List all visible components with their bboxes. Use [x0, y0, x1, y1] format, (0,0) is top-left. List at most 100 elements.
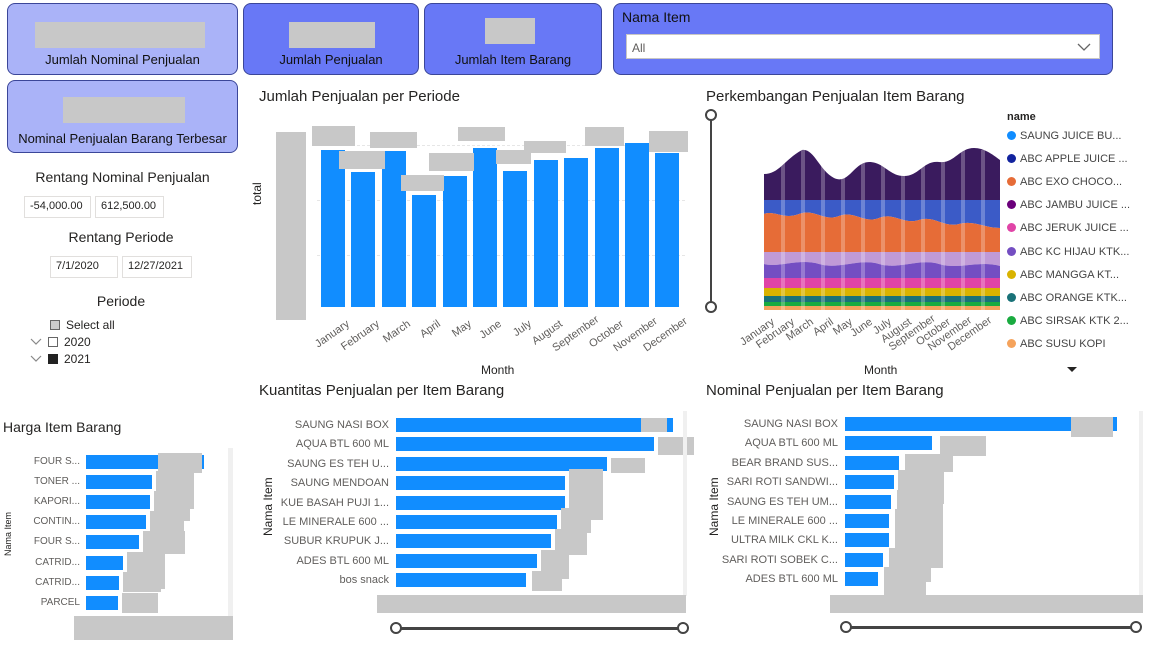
y-tick-label: ULTRA MILK CKL K...: [731, 534, 838, 547]
chart-bar: [86, 575, 120, 590]
legend-label: ABC SIRSAK KTK 2...: [1020, 314, 1129, 327]
card-jumlah-penjualan[interactable]: Jumlah Penjualan: [243, 3, 419, 75]
label-redacted: [158, 453, 202, 473]
legend-label: ABC EXO CHOCO...: [1020, 176, 1123, 189]
chart-bar: [86, 515, 147, 530]
nominal-zoom-handle-right[interactable]: [1130, 621, 1142, 633]
card-value-redacted: [289, 22, 375, 48]
label-redacted: [883, 567, 926, 598]
label-2021: 2021: [64, 352, 91, 366]
periode-select-all[interactable]: Select all: [50, 318, 115, 332]
chart-bar: [845, 494, 892, 509]
chart-periode-title: Jumlah Penjualan per Periode: [259, 88, 460, 105]
legend-item: ABC EXO CHOCO...: [1007, 176, 1122, 188]
chart-bar: [396, 573, 527, 588]
range-periode-start-input[interactable]: 7/1/2020: [50, 256, 118, 278]
nominal-vscroll[interactable]: [1139, 411, 1143, 596]
checkbox-2021[interactable]: [48, 354, 58, 364]
card-label: Nominal Penjualan Barang Terbesar: [18, 131, 227, 146]
legend-swatch: [1007, 223, 1016, 233]
nama-item-slicer: Nama Item All: [613, 3, 1113, 75]
label-redacted: [649, 131, 688, 152]
nominal-zoom-handle-left[interactable]: [840, 621, 852, 633]
legend-swatch: [1007, 315, 1016, 325]
chevron-down-icon[interactable]: [30, 337, 42, 346]
range-nominal-max-input[interactable]: 612,500.00: [95, 196, 164, 218]
legend-item: ABC ORANGE KTK...: [1007, 292, 1127, 304]
legend-item: ABC KC HIJAU KTK...: [1007, 246, 1129, 258]
card-value-redacted: [63, 97, 185, 123]
range-periode-end-input[interactable]: 12/27/2021: [122, 256, 192, 278]
chart-bar: [845, 533, 889, 548]
y-tick-label: FOUR S...: [33, 456, 80, 467]
y-tick-label: SUBUR KRUPUK J...: [283, 535, 389, 548]
y-tick-label: bos snack: [339, 574, 389, 587]
y-tick-label: KAPORI...: [33, 496, 80, 508]
nama-item-dropdown[interactable]: All: [626, 34, 1100, 59]
range-nominal-min-input[interactable]: -54,000.00: [24, 196, 91, 218]
card-jumlah-item[interactable]: Jumlah Item Barang: [424, 3, 602, 75]
legend-scroll-down-icon[interactable]: [1066, 366, 1078, 374]
kuantitas-vscroll[interactable]: [683, 411, 687, 596]
label-redacted: [641, 418, 667, 432]
card-label: Jumlah Nominal Penjualan: [45, 52, 200, 67]
chart-bar: [396, 418, 673, 432]
label-redacted: [940, 436, 987, 457]
y-tick-label: AQUA BTL 600 ML: [744, 437, 838, 450]
yaxis-redacted: [276, 132, 306, 320]
y-tick-label: SAUNG MENDOAN: [290, 477, 389, 490]
y-tick-label: LE MINERALE 600 ...: [731, 515, 838, 527]
chart-bar: [845, 514, 889, 528]
y-tick-label: LE MINERALE 600 ...: [282, 516, 389, 528]
chart-bar: [845, 417, 1117, 431]
ribbon-zoom-handle-bottom[interactable]: [705, 301, 717, 313]
legend-swatch: [1007, 269, 1016, 279]
chart-bar: [412, 195, 437, 307]
checkbox-2020[interactable]: [48, 337, 58, 347]
label-redacted: [524, 141, 566, 153]
kuantitas-zoom-handle-left[interactable]: [390, 622, 402, 634]
chart-bar: [396, 495, 565, 510]
y-tick-label: SAUNG ES TEH U...: [287, 457, 389, 470]
legend-item: ABC JERUK JUICE ...: [1007, 222, 1129, 234]
harga-vscroll[interactable]: [228, 448, 233, 616]
label-redacted: [585, 127, 624, 146]
label-redacted: [1071, 417, 1113, 437]
ribbon-zoom-handle-top[interactable]: [705, 109, 717, 121]
legend-swatch: [1007, 154, 1016, 164]
chart-harga-title: Harga Item Barang: [3, 419, 122, 435]
legend-label: ABC JAMBU JUICE ...: [1020, 199, 1131, 212]
y-tick-label: ADES BTL 600 ML: [745, 573, 838, 586]
nominal-zoom-track[interactable]: [847, 626, 1136, 629]
legend-swatch: [1007, 131, 1016, 140]
periode-item-2020[interactable]: 2020: [30, 335, 91, 349]
chart-bar: [845, 572, 878, 587]
chart-harga-ylabel: Nama Item: [3, 511, 13, 556]
kuantitas-zoom-handle-right[interactable]: [677, 622, 689, 634]
legend-label: ABC KC HIJAU KTK...: [1020, 245, 1130, 258]
chevron-down-icon[interactable]: [30, 354, 42, 363]
legend-label: SAUNG JUICE BU...: [1020, 130, 1122, 142]
label-redacted: [121, 592, 158, 613]
chart-bar: [396, 534, 552, 549]
y-tick-label: SAUNG NASI BOX: [294, 419, 389, 431]
chart-bar: [625, 142, 649, 307]
select-all-checkbox[interactable]: [50, 320, 60, 330]
y-tick-label: SAUNG ES TEH UM...: [726, 495, 838, 508]
label-redacted: [401, 175, 444, 191]
legend-swatch: [1007, 177, 1016, 187]
ribbon-zoom-track[interactable]: [710, 116, 712, 308]
chart-periode-ylabel: total: [250, 182, 264, 205]
y-tick-label: AQUA BTL 600 ML: [295, 438, 389, 451]
card-nominal-terbesar[interactable]: Nominal Penjualan Barang Terbesar: [7, 80, 238, 153]
chart-kuantitas-title: Kuantitas Penjualan per Item Barang: [259, 382, 505, 399]
card-jumlah-nominal[interactable]: Jumlah Nominal Penjualan: [7, 3, 238, 75]
y-tick-label: SARI ROTI SANDWI...: [726, 476, 838, 489]
periode-item-2021[interactable]: 2021: [30, 352, 91, 366]
ribbon-column-highlights: [781, 150, 985, 310]
y-tick-label: FOUR S...: [33, 536, 80, 548]
kuantitas-zoom-track[interactable]: [396, 627, 683, 630]
label-redacted: [429, 153, 474, 171]
select-all-label: Select all: [66, 318, 115, 332]
legend-item: ABC JAMBU JUICE ...: [1007, 199, 1130, 211]
